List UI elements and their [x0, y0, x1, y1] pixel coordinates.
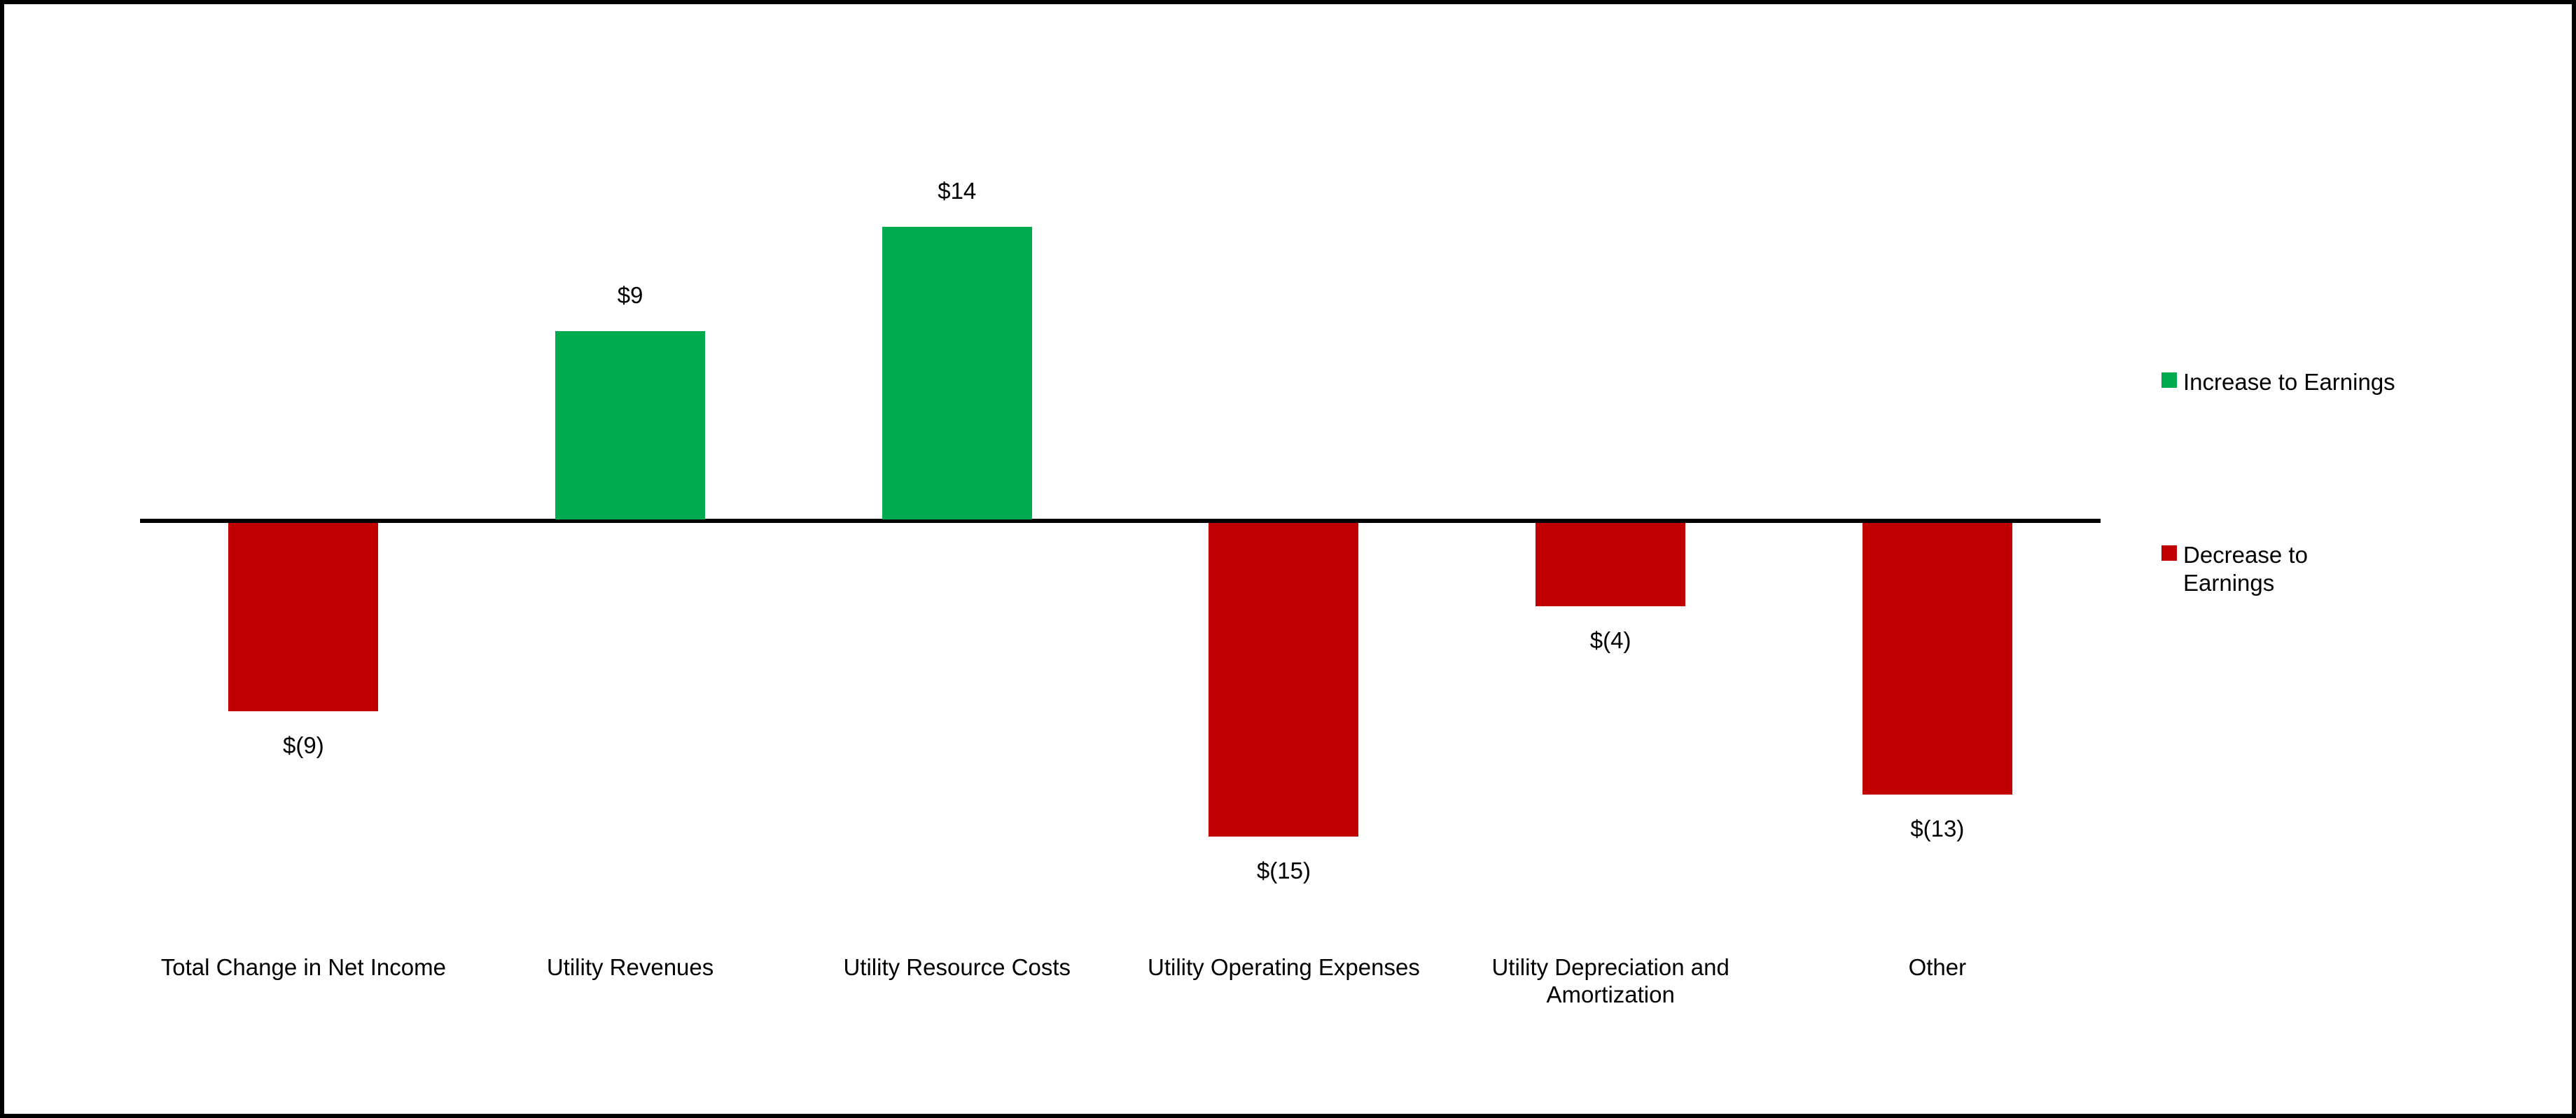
- legend-label-decrease-line-1: Decrease to: [2183, 542, 2308, 568]
- legend-label-decrease: Decrease to Earnings: [2183, 541, 2308, 597]
- category-label-utility-resource-costs: Utility Resource Costs: [843, 954, 1071, 980]
- value-label-other: $(13): [1910, 816, 1965, 841]
- value-label-total-change-in-net-income: $(9): [283, 732, 324, 758]
- bar-utility-depreciation-and-amortization: [1536, 523, 1686, 606]
- legend-label-increase-line-1: Increase to Earnings: [2183, 369, 2395, 395]
- value-label-utility-resource-costs: $14: [938, 178, 977, 204]
- category-label-utility-operating-expenses: Utility Operating Expenses: [1148, 954, 1420, 980]
- legend-item-increase: Increase to Earnings: [2161, 368, 2395, 396]
- value-label-utility-depreciation-and-amortization: $(4): [1589, 627, 1631, 653]
- bar-total-change-in-net-income: [228, 523, 379, 711]
- bar-utility-operating-expenses: [1209, 523, 1359, 837]
- legend-label-increase: Increase to Earnings: [2183, 368, 2395, 396]
- legend-item-decrease: Decrease to Earnings: [2161, 541, 2308, 597]
- bar-utility-resource-costs: [882, 227, 1032, 519]
- bar-other: [1862, 523, 2012, 795]
- value-label-utility-operating-expenses: $(15): [1256, 858, 1311, 883]
- value-label-utility-revenues: $9: [617, 282, 643, 308]
- category-label-utility-depreciation-and-amortization: Utility Depreciation and Amortization: [1491, 954, 1729, 1007]
- category-label-utility-revenues: Utility Revenues: [546, 954, 714, 980]
- category-label-total-change-in-net-income: Total Change in Net Income: [160, 954, 446, 980]
- legend-label-decrease-line-2: Earnings: [2183, 570, 2275, 596]
- bar-utility-revenues: [555, 331, 706, 519]
- x-axis-line: [140, 519, 2101, 523]
- legend-swatch-decrease-icon: [2161, 545, 2177, 561]
- legend-swatch-increase-icon: [2161, 372, 2177, 388]
- category-label-other: Other: [1908, 954, 1967, 980]
